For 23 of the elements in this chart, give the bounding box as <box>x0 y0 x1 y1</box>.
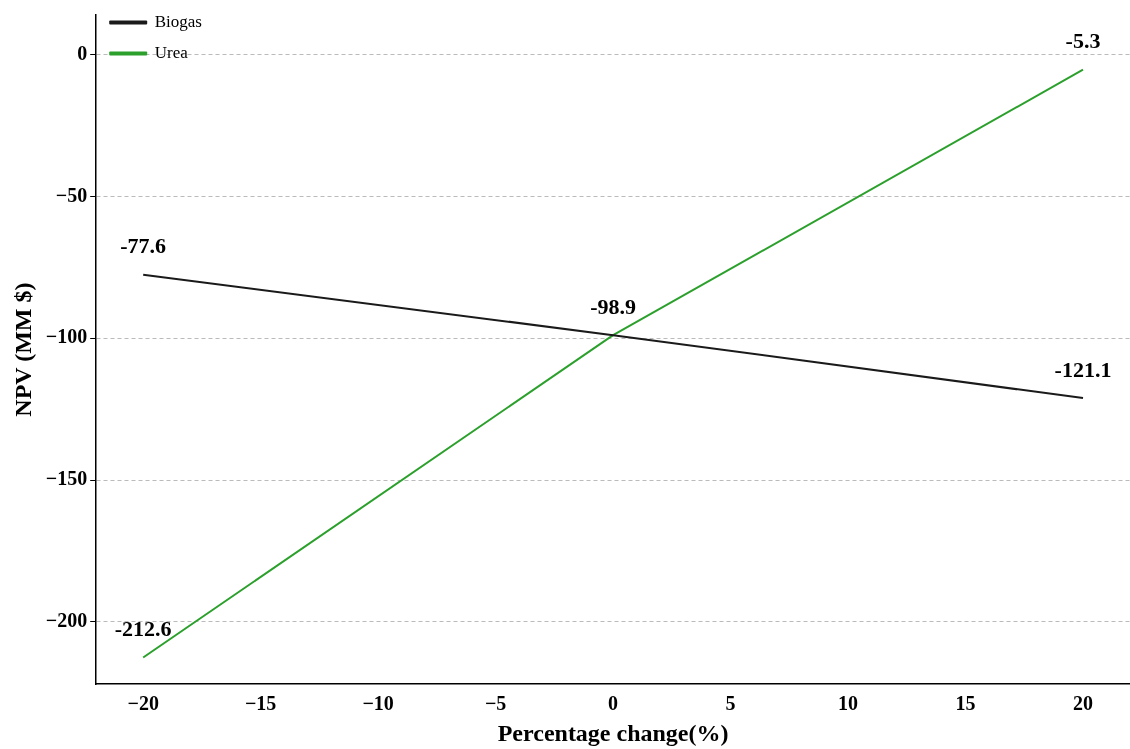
x-tick-label: 5 <box>725 692 736 715</box>
y-tick-label: −200 <box>45 608 88 631</box>
x-tick-label: −10 <box>362 692 394 715</box>
y-tick-label: 0 <box>77 41 88 64</box>
x-tick-label: 10 <box>838 692 859 715</box>
y-tick-label: −100 <box>45 325 88 348</box>
data-label: -121.1 <box>1054 356 1112 382</box>
x-tick-label: −5 <box>484 692 507 715</box>
legend-label: Biogas <box>154 11 202 31</box>
data-label: -77.6 <box>120 233 167 259</box>
x-tick-label: 15 <box>955 692 976 715</box>
x-tick-label: 20 <box>1073 692 1094 715</box>
y-tick-label: −50 <box>55 183 88 206</box>
data-label: -5.3 <box>1065 28 1101 54</box>
x-tick-label: −15 <box>244 692 277 715</box>
y-axis-title: NPV (MM $) <box>9 282 36 417</box>
y-tick-label: −150 <box>45 467 88 490</box>
data-label: -98.9 <box>590 293 637 319</box>
x-axis-title: Percentage change(%) <box>497 719 729 746</box>
data-label: -212.6 <box>114 616 172 642</box>
legend-label: Urea <box>154 42 189 62</box>
x-tick-label: 0 <box>608 692 619 715</box>
x-tick-label: −20 <box>127 692 159 715</box>
